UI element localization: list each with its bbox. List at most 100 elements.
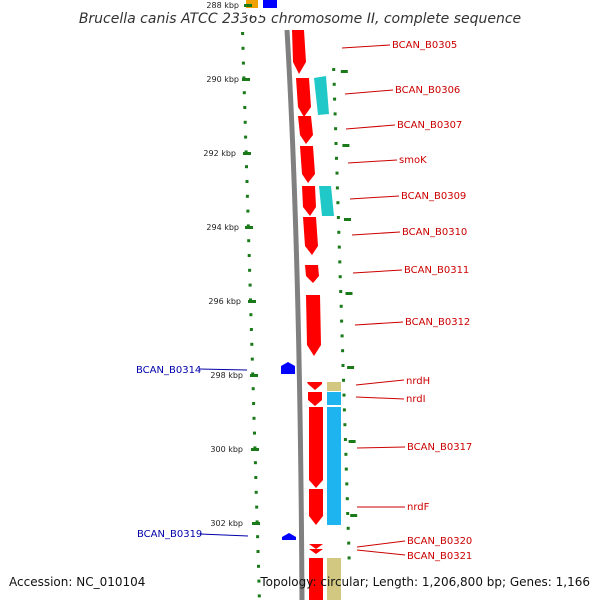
minor-tick bbox=[334, 142, 338, 145]
minor-tick bbox=[255, 505, 259, 509]
minor-tick bbox=[341, 349, 345, 353]
gene-arrow-bcan-b0310[interactable] bbox=[303, 217, 318, 255]
minor-tick bbox=[343, 423, 347, 427]
minor-tick bbox=[341, 364, 345, 367]
minor-tick bbox=[243, 106, 247, 109]
minor-tick bbox=[250, 357, 254, 361]
minor-tick bbox=[337, 230, 341, 234]
gene-label-bcan-b0305[interactable]: BCAN_B0305 bbox=[392, 40, 457, 51]
gene-arrow-bcan-b0317[interactable] bbox=[309, 407, 323, 488]
minor-tick bbox=[242, 76, 246, 80]
gene-label-bcan-b0307[interactable]: BCAN_B0307 bbox=[397, 120, 462, 131]
forward-gene-arrows bbox=[292, 30, 323, 600]
tick-label: 292 kbp bbox=[203, 149, 236, 158]
major-tick bbox=[342, 144, 350, 147]
partial-feature-blue bbox=[263, 0, 277, 8]
minor-tick bbox=[248, 268, 252, 272]
gene-arrow-partial-bottom[interactable] bbox=[309, 558, 323, 600]
gene-arrow-bcan-b0305[interactable] bbox=[292, 30, 306, 74]
gene-label-nrdf[interactable]: nrdF bbox=[407, 502, 430, 513]
khaki-feature-partial-bottom[interactable] bbox=[327, 558, 341, 600]
teal-feature-1[interactable] bbox=[314, 76, 329, 115]
minor-tick bbox=[241, 32, 245, 35]
minor-tick bbox=[252, 416, 256, 420]
gene-label-nrdh[interactable]: nrdH bbox=[406, 376, 430, 387]
gene-label-nrdi[interactable]: nrdI bbox=[406, 394, 426, 405]
gene-label-bcan-b0309[interactable]: BCAN_B0309 bbox=[401, 191, 466, 202]
tick-label: 300 kbp bbox=[210, 445, 243, 454]
minor-tick bbox=[254, 490, 258, 494]
blue-feature-bcan-b0317[interactable] bbox=[327, 407, 341, 525]
gene-arrow-bcan-b0307[interactable] bbox=[298, 116, 313, 144]
gene-arrow-bcan-b0309[interactable] bbox=[302, 186, 316, 216]
minor-tick bbox=[253, 446, 257, 450]
minor-tick bbox=[257, 594, 261, 598]
gene-arrow-bcan-b0306[interactable] bbox=[296, 78, 311, 117]
gene-label-smok[interactable]: smoK bbox=[399, 155, 427, 166]
sequence-backbone bbox=[284, 29, 305, 600]
gene-label-bcan-b0312[interactable]: BCAN_B0312 bbox=[405, 317, 470, 328]
position-tick-296: 296 kbp bbox=[208, 297, 256, 306]
gene-arrow-bcan-b0320[interactable] bbox=[309, 544, 323, 549]
minor-tick bbox=[335, 186, 339, 190]
position-tick-298: 298 kbp bbox=[210, 371, 258, 380]
forward-gene-labels: BCAN_B0305 BCAN_B0306 BCAN_B0307 smoK BC… bbox=[341, 40, 472, 562]
blue-feature-nrdi[interactable] bbox=[327, 392, 341, 405]
minor-tick bbox=[246, 209, 250, 213]
major-tick bbox=[345, 292, 353, 295]
minor-tick bbox=[333, 97, 337, 101]
gene-arrow-bcan-b0311[interactable] bbox=[305, 265, 319, 283]
minor-tick bbox=[336, 201, 340, 205]
gene-label-bcan-b0321[interactable]: BCAN_B0321 bbox=[407, 551, 472, 562]
minor-tick bbox=[344, 452, 348, 456]
gene-label-bcan-b0306[interactable]: BCAN_B0306 bbox=[395, 85, 460, 96]
gene-label-bcan-b0319[interactable]: BCAN_B0319 bbox=[137, 529, 202, 540]
minor-tick bbox=[335, 171, 339, 175]
minor-tick bbox=[244, 150, 248, 154]
minor-tick bbox=[251, 387, 255, 391]
teal-feature-2[interactable] bbox=[319, 186, 334, 216]
khaki-feature-nrdh[interactable] bbox=[327, 382, 341, 391]
minor-tick bbox=[256, 535, 260, 539]
minor-tick bbox=[243, 120, 247, 124]
minor-tick bbox=[245, 165, 248, 169]
minor-tick bbox=[252, 402, 256, 405]
minor-tick bbox=[249, 328, 253, 331]
minor-tick bbox=[346, 512, 350, 515]
minor-tick bbox=[342, 378, 345, 382]
gene-label-bcan-b0320[interactable]: BCAN_B0320 bbox=[407, 536, 472, 547]
gene-label-bcan-b0314[interactable]: BCAN_B0314 bbox=[136, 365, 201, 376]
gene-label-bcan-b0311[interactable]: BCAN_B0311 bbox=[404, 265, 469, 276]
minor-tick bbox=[242, 91, 246, 95]
tick-label: 288 kbp bbox=[206, 1, 239, 10]
minor-tick bbox=[250, 342, 254, 346]
tick-label: 290 kbp bbox=[206, 75, 239, 84]
gene-arrow-bcan-b0312[interactable] bbox=[306, 295, 321, 356]
summary-text: Topology: circular; Length: 1,206,800 bp… bbox=[259, 575, 590, 589]
minor-tick bbox=[338, 275, 342, 279]
minor-tick bbox=[342, 393, 346, 397]
minor-tick bbox=[332, 82, 336, 86]
inner-tick-track bbox=[332, 68, 358, 560]
gene-label-bcan-b0310[interactable]: BCAN_B0310 bbox=[402, 227, 467, 238]
gene-label-bcan-b0317[interactable]: BCAN_B0317 bbox=[407, 442, 472, 453]
minor-tick bbox=[241, 61, 245, 65]
minor-tick bbox=[249, 313, 253, 317]
gene-arrow-nrdi[interactable] bbox=[308, 392, 322, 406]
minor-tick bbox=[336, 216, 340, 219]
gene-arrow-bcan-b0314[interactable] bbox=[281, 362, 295, 374]
minor-tick bbox=[253, 431, 256, 435]
minor-tick bbox=[249, 298, 252, 302]
title-backdrop bbox=[246, 8, 278, 15]
minor-tick bbox=[241, 46, 245, 50]
minor-tick bbox=[248, 283, 252, 287]
minor-tick bbox=[342, 408, 346, 412]
gene-arrow-nrdh[interactable] bbox=[307, 382, 322, 390]
outer-tick-track bbox=[241, 32, 261, 598]
gene-arrow-bcan-b0321[interactable] bbox=[309, 549, 323, 554]
minor-tick bbox=[245, 180, 249, 183]
gene-arrow-smok[interactable] bbox=[300, 146, 315, 183]
gene-arrow-bcan-b0319[interactable] bbox=[282, 533, 296, 540]
gene-arrow-nrdf[interactable] bbox=[309, 489, 323, 525]
